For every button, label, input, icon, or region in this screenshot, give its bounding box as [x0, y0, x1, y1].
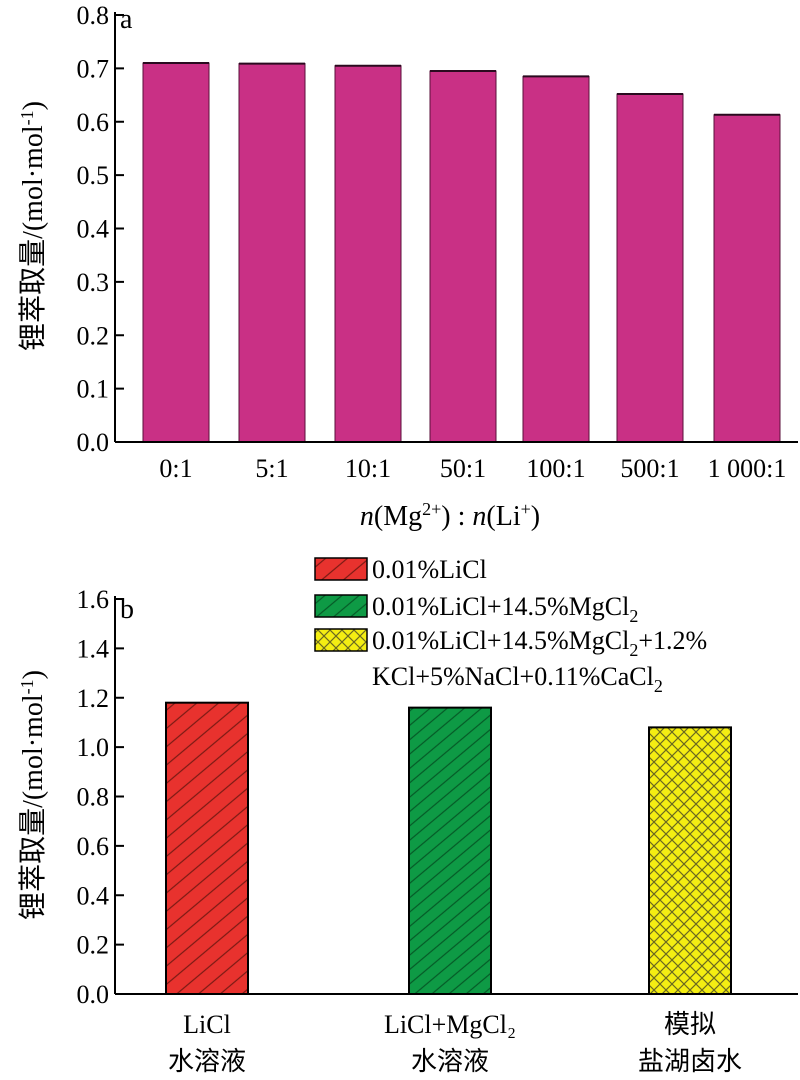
y-tick-label: 0.8 — [77, 783, 110, 812]
y-tick-label: 0.1 — [77, 375, 110, 404]
panel-label-b: b — [120, 594, 134, 625]
bar — [142, 62, 210, 443]
legend: 0.01%LiCl 0.01%LiCl+14.5%MgCl2 0.01%LiCl… — [314, 555, 707, 696]
x-tick-label: 500:1 — [620, 454, 679, 483]
bar — [165, 701, 249, 995]
x-tick-label: 5:1 — [255, 454, 288, 483]
y-tick-label: 0.6 — [77, 108, 110, 137]
y-tick-label: 0.2 — [77, 931, 110, 960]
y-tick-label: 0.5 — [77, 161, 110, 190]
bar — [429, 70, 497, 443]
x-tick-label: 1 000:1 — [708, 454, 787, 483]
x-tick-label: 50:1 — [440, 454, 486, 483]
legend-label-licl-mgcl2: 0.01%LiCl+14.5%MgCl2 — [372, 592, 638, 626]
bars-b — [165, 701, 732, 995]
y-tick-label: 1.4 — [77, 634, 110, 663]
y-ticks-a: 0.0 0.1 0.2 0.3 0.4 0.5 0.6 0.7 0.8 — [77, 1, 124, 457]
bar — [648, 726, 732, 995]
y-tick-label: 0.3 — [77, 268, 110, 297]
legend-label-licl: 0.01%LiCl — [372, 555, 487, 584]
chart-panel-b: b 锂萃取量/(mol·mol-1) 0.0 0.2 0.4 0.6 0.8 1.0 1.2… — [17, 555, 798, 1076]
y-tick-label: 0.8 — [77, 1, 110, 30]
y-tick-label: 0.6 — [77, 832, 110, 861]
x-tick-label-line1: LiCl — [183, 1010, 231, 1039]
y-tick-label: 0.4 — [77, 881, 110, 910]
y-tick-label: 0.7 — [77, 54, 110, 83]
y-tick-label: 0.0 — [77, 428, 110, 457]
legend-swatch-licl-mgcl2 — [314, 594, 368, 618]
x-tick-label-line2: 水溶液 — [411, 1047, 489, 1076]
legend-label-simulated-brine: 0.01%LiCl+14.5%MgCl2+1.2% — [372, 626, 707, 660]
category-labels-a: 0:1 5:1 10:1 50:1 100:1 500:1 1 000:1 — [159, 454, 786, 483]
y-ticks-b: 0.0 0.2 0.4 0.6 0.8 1.0 1.2 1.4 1.6 — [77, 585, 124, 1009]
x-tick-label-line2: 盐湖卤水 — [638, 1047, 742, 1076]
bar — [522, 75, 590, 443]
chart-panel-a: a 锂萃取量/(mol·mol-1) 0.0 0.1 0.2 0.3 0.4 0.5 0.6… — [17, 1, 798, 532]
x-axis-title-a: n(Mg2+) : n(Li+) — [360, 499, 540, 532]
y-axis-title-a: 锂萃取量/(mol·mol-1) — [17, 101, 49, 351]
x-tick-label-line1: LiCl+MgCl₂ — [384, 1010, 516, 1039]
x-tick-label-line1: 模拟 — [664, 1010, 716, 1039]
y-axis-title-b: 锂萃取量/(mol·mol-1) — [17, 670, 49, 920]
panel-label-a: a — [120, 4, 133, 35]
y-tick-label: 1.6 — [77, 585, 110, 614]
legend-swatch-simulated-brine — [314, 628, 368, 652]
bar — [616, 93, 684, 443]
y-tick-label: 0.2 — [77, 321, 110, 350]
bar — [713, 114, 781, 443]
legend-label-simulated-brine-line2: KCl+5%NaCl+0.11%CaCl2 — [372, 662, 663, 696]
bar — [238, 63, 306, 443]
bar — [334, 65, 402, 443]
bars-a — [142, 62, 781, 443]
x-tick-label: 0:1 — [159, 454, 192, 483]
x-tick-label: 10:1 — [345, 454, 391, 483]
y-tick-label: 1.0 — [77, 733, 110, 762]
y-tick-label: 0.0 — [77, 980, 110, 1009]
y-tick-label: 0.4 — [77, 215, 110, 244]
bar — [408, 706, 492, 995]
x-tick-label-line2: 水溶液 — [168, 1047, 246, 1076]
x-tick-label: 100:1 — [526, 454, 585, 483]
legend-swatch-licl — [314, 557, 368, 581]
y-tick-label: 1.2 — [77, 684, 110, 713]
